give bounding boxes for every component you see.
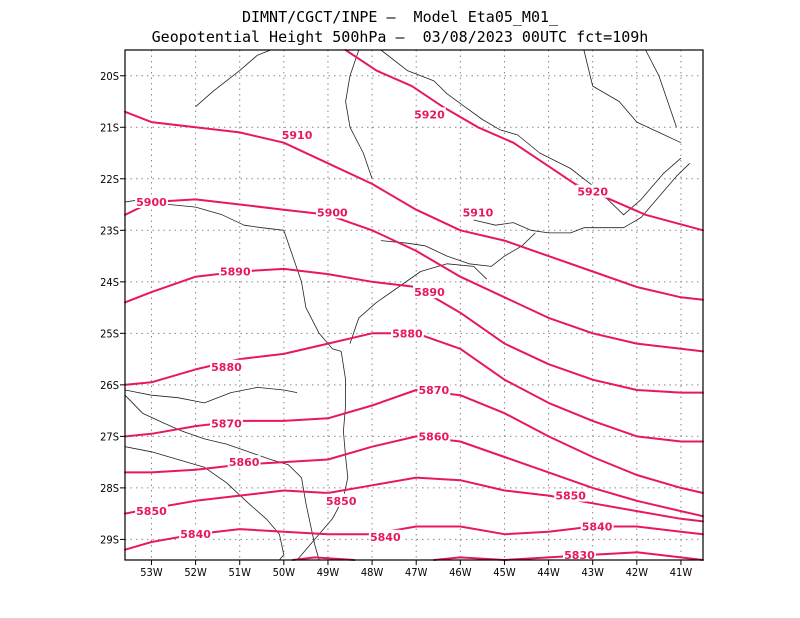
x-tick-label: 50W [273,566,296,579]
contour-label-5920: 5920 [414,108,445,121]
coastline-segment [195,49,271,108]
contour-labels: 5920 5920 5910 5910 5900 5900 5890 5890 5880 5880… [135,107,614,562]
contour-label-5880: 5880 [211,361,242,374]
coastline-segment [124,446,285,561]
contour-label-bg [315,205,349,219]
coastline-segment [380,49,682,216]
contour-label-5910: 5910 [463,206,494,219]
contour-label-5850: 5850 [326,495,357,508]
contour-label-bg [461,205,495,219]
contour-label-bg [580,519,614,533]
contour-label-bg [554,488,588,502]
contour-label-5860: 5860 [229,456,260,469]
x-tick-label: 42W [626,566,649,579]
map-frame [124,49,704,561]
x-tick-label: 43W [581,566,604,579]
x-tick-label: 44W [537,566,560,579]
contour-label-bg [417,383,451,396]
contour-label-5870: 5870 [419,384,450,397]
coastline-segment [296,351,349,561]
title-line-2: Geopotential Height 500hPa — 03/08/2023 … [151,28,649,46]
x-tick-label: 46W [449,566,472,579]
contour-label-bg [390,326,424,340]
coastline-segment [345,49,373,179]
contour-label-5880: 5880 [392,327,423,340]
grid-lines [125,50,703,560]
coastline-segment [645,49,677,128]
y-tick-label: 22S [100,173,119,186]
contour-label-5840: 5840 [180,528,211,541]
contour-label-5900: 5900 [136,196,167,209]
contour-label-bg [413,285,446,299]
contour-label-bg [324,493,358,507]
y-tick-label: 25S [100,327,119,340]
contour-label-5840: 5840 [370,531,401,544]
contour-label-bg [413,107,446,121]
coastline-segment [124,387,298,404]
x-tick-label: 52W [184,566,207,579]
contour-label-bg [135,194,168,208]
x-tick-label: 47W [405,566,428,579]
y-tick-label: 24S [100,276,119,289]
contour-label-bg [179,527,212,541]
contour-label-bg [210,416,243,430]
axis-ticks: 53W 52W 51W 50W 49W 48W 47W 46W 45W 44W 43W 42W 41W 2… [100,70,692,579]
contour-label-bg [280,128,314,141]
contour-5860 [124,435,704,518]
contour-label-bg [135,504,168,518]
y-tick-label: 28S [100,482,119,495]
contour-label-5890: 5890 [220,266,251,279]
contour-label-bg [368,529,402,543]
contour-label-5860: 5860 [419,430,450,443]
coastline-segment [583,49,682,144]
x-tick-label: 48W [361,566,384,579]
contour-5900 [124,198,704,353]
title-line-1: DIMNT/CGCT/INPE — Model Eta05_M01_ [241,8,559,26]
contour-label-5850: 5850 [136,505,167,518]
contour-5850 [124,476,704,523]
coastline-borders [124,49,691,561]
y-tick-label: 26S [100,379,119,392]
y-tick-label: 29S [100,533,119,546]
contour-label-bg [563,547,596,561]
contour-label-5840: 5840 [582,521,613,534]
y-tick-label: 27S [100,430,119,443]
y-tick-label: 23S [100,224,119,237]
coastline-segment [283,230,342,352]
contour-label-bg [576,184,610,198]
x-tick-label: 49W [317,566,340,579]
contour-label-bg [218,264,252,278]
x-tick-label: 51W [229,566,252,579]
y-tick-label: 21S [100,121,119,134]
x-tick-label: 41W [670,566,693,579]
x-tick-label: 45W [493,566,516,579]
contour-label-bg [417,429,451,443]
contour-label-5920: 5920 [577,186,608,199]
contour-5830 [291,556,356,561]
y-tick-label: 20S [100,70,119,83]
contour-5920 [344,49,704,232]
contour-5910 [124,110,704,301]
coastline-segment [349,263,488,344]
contour-label-bg [210,359,243,373]
contour-label-5830: 5830 [564,549,595,562]
contour-lines [124,49,704,561]
contour-label-5850: 5850 [555,490,586,503]
contour-label-bg [227,455,261,469]
contour-label-5910: 5910 [282,129,313,142]
coastline-segment [380,232,536,267]
x-tick-label: 53W [140,566,163,579]
contour-label-5900: 5900 [317,206,348,219]
coastline-segment [473,163,691,234]
contour-label-5870: 5870 [211,417,242,430]
contour-label-5890: 5890 [414,286,445,299]
